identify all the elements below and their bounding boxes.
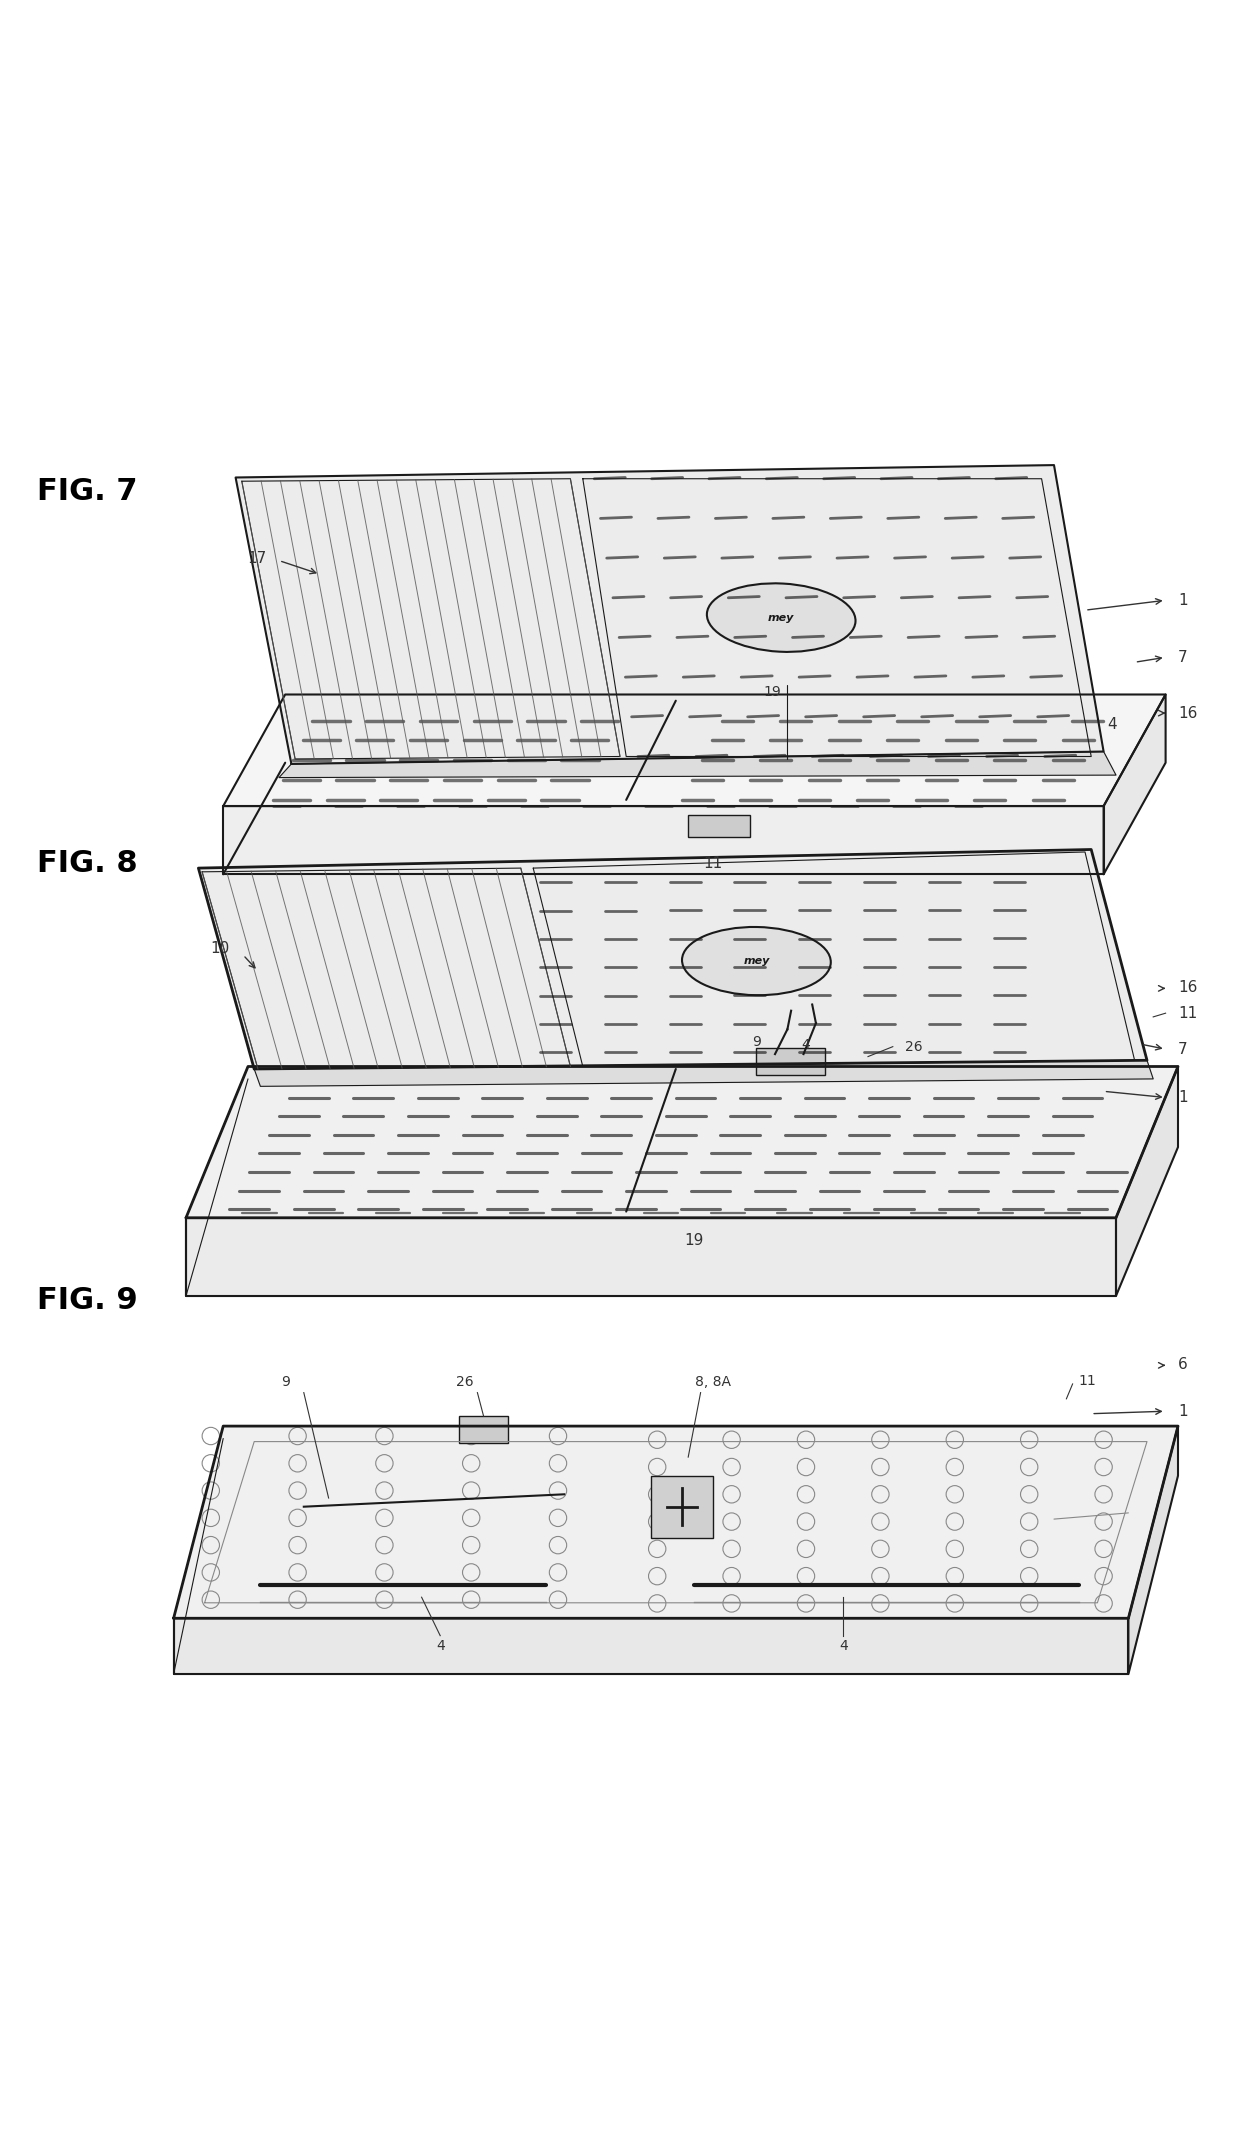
Text: 8, 8A: 8, 8A: [694, 1376, 732, 1389]
Text: 4: 4: [1107, 717, 1117, 732]
Polygon shape: [186, 1218, 1116, 1297]
Text: 7: 7: [1178, 651, 1188, 665]
Bar: [688, 815, 750, 836]
Text: mey: mey: [768, 612, 795, 623]
Text: FIG. 8: FIG. 8: [37, 849, 138, 879]
Bar: [756, 1047, 825, 1075]
Bar: [459, 1416, 508, 1444]
Text: 6: 6: [1178, 1357, 1188, 1372]
Text: 19: 19: [684, 1233, 704, 1248]
Polygon shape: [186, 1066, 1178, 1218]
Text: 16: 16: [1178, 979, 1198, 994]
Text: 4: 4: [838, 1640, 848, 1653]
Polygon shape: [174, 1619, 1128, 1674]
Polygon shape: [198, 849, 1147, 1069]
Ellipse shape: [707, 582, 856, 653]
Text: 4: 4: [435, 1640, 445, 1653]
Polygon shape: [174, 1427, 1178, 1619]
Ellipse shape: [682, 928, 831, 996]
Text: 1: 1: [1178, 1090, 1188, 1105]
Polygon shape: [223, 695, 1166, 806]
Text: 9: 9: [280, 1376, 290, 1389]
Polygon shape: [223, 806, 1104, 875]
Polygon shape: [254, 1060, 1153, 1086]
Text: 1: 1: [1178, 593, 1188, 608]
Text: 11: 11: [1079, 1374, 1096, 1389]
Text: FIG. 7: FIG. 7: [37, 478, 138, 506]
Bar: [651, 1476, 713, 1538]
Text: 16: 16: [1178, 706, 1198, 721]
Text: 9: 9: [751, 1035, 761, 1049]
Polygon shape: [279, 751, 1116, 779]
Text: 1: 1: [1178, 1404, 1188, 1418]
Text: 11: 11: [703, 855, 723, 870]
Polygon shape: [236, 465, 1104, 764]
Polygon shape: [1128, 1427, 1178, 1674]
Text: FIG. 9: FIG. 9: [37, 1286, 138, 1314]
Text: 4: 4: [801, 1037, 811, 1052]
Text: 19: 19: [764, 685, 781, 700]
Polygon shape: [1116, 1066, 1178, 1297]
Text: 17: 17: [247, 550, 267, 565]
Text: 10: 10: [210, 941, 229, 956]
Text: mey: mey: [743, 956, 770, 966]
Text: 7: 7: [1178, 1041, 1188, 1056]
Polygon shape: [1104, 695, 1166, 875]
Text: 11: 11: [1178, 1005, 1198, 1022]
Text: 26: 26: [905, 1039, 923, 1054]
Text: 26: 26: [456, 1376, 474, 1389]
